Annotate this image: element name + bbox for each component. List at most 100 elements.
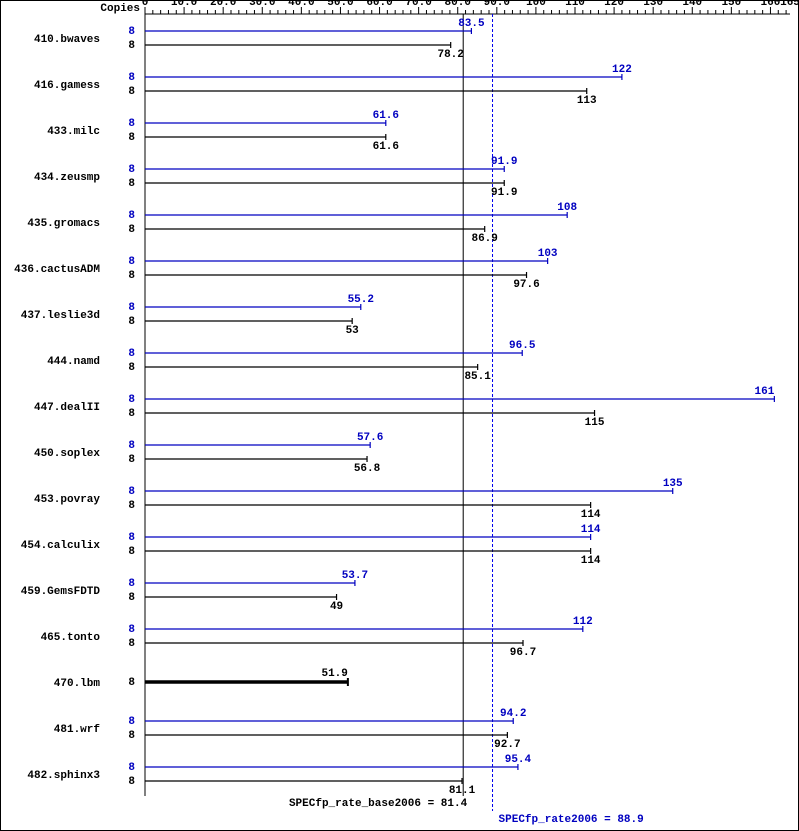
x-tick-label: 110 (565, 0, 585, 9)
value-peak: 55.2 (348, 294, 374, 306)
value-peak: 57.6 (357, 432, 383, 444)
copies-base: 8 (128, 408, 135, 420)
x-tick-label: 40.0 (288, 0, 314, 9)
copies-base: 8 (128, 86, 135, 98)
value-base: 86.9 (471, 233, 497, 245)
value-base: 114 (581, 555, 601, 567)
x-tick-label: 100 (526, 0, 546, 9)
benchmark-label: 459.GemsFDTD (21, 586, 101, 598)
value-base: 78.2 (437, 49, 463, 61)
value-base: 91.9 (491, 187, 517, 199)
copies-base: 8 (128, 776, 135, 788)
value-base: 85.1 (464, 371, 491, 383)
benchmark-label: 435.gromacs (27, 218, 100, 230)
ref-label-base: SPECfp_rate_base2006 = 81.4 (289, 798, 468, 810)
copies-base: 8 (128, 677, 135, 689)
copies-base: 8 (128, 178, 135, 190)
value-peak: 96.5 (509, 340, 536, 352)
value-peak: 91.9 (491, 156, 517, 168)
copies-peak: 8 (128, 394, 135, 406)
value-peak: 94.2 (500, 708, 526, 720)
benchmark-label: 416.gamess (34, 80, 100, 92)
benchmark-label: 470.lbm (54, 678, 101, 690)
x-tick-label: 140 (682, 0, 702, 9)
copies-base: 8 (128, 592, 135, 604)
benchmark-label: 433.milc (47, 126, 100, 138)
spec-rate-chart: 010.020.030.040.050.060.070.080.090.0100… (0, 0, 799, 831)
x-tick-label: 70.0 (405, 0, 431, 9)
value-base: 113 (577, 95, 597, 107)
benchmark-label: 410.bwaves (34, 34, 100, 46)
x-tick-label: 0 (142, 0, 149, 9)
value-base: 81.1 (449, 785, 476, 797)
x-tick-label: 120 (604, 0, 624, 9)
x-tick-label: 60.0 (366, 0, 392, 9)
copies-base: 8 (128, 132, 135, 144)
copies-peak: 8 (128, 210, 135, 222)
x-tick-label: 160 (761, 0, 781, 9)
benchmark-label: 482.sphinx3 (27, 770, 100, 782)
x-tick-label: 30.0 (249, 0, 275, 9)
value-base: 114 (581, 509, 601, 521)
value-peak: 135 (663, 478, 683, 490)
copies-peak: 8 (128, 716, 135, 728)
value-base: 56.8 (354, 463, 381, 475)
value-base: 51.9 (321, 668, 347, 680)
copies-peak: 8 (128, 72, 135, 84)
copies-base: 8 (128, 730, 135, 742)
copies-peak: 8 (128, 256, 135, 268)
value-peak: 112 (573, 616, 593, 628)
benchmark-label: 434.zeusmp (34, 172, 100, 184)
copies-peak: 8 (128, 486, 135, 498)
copies-peak: 8 (128, 578, 135, 590)
x-tick-label: 50.0 (327, 0, 353, 9)
copies-peak: 8 (128, 762, 135, 774)
benchmark-label: 454.calculix (21, 540, 101, 552)
copies-base: 8 (128, 362, 135, 374)
copies-base: 8 (128, 316, 135, 328)
benchmark-label: 437.leslie3d (21, 310, 100, 322)
value-base: 49 (330, 601, 343, 613)
x-tick-label: 165 (780, 0, 799, 9)
value-base: 115 (585, 417, 605, 429)
value-peak: 161 (755, 386, 775, 398)
benchmark-label: 450.soplex (34, 448, 100, 460)
x-tick-label: 10.0 (171, 0, 197, 9)
benchmark-label: 453.povray (34, 494, 100, 506)
x-tick-label: 130 (643, 0, 663, 9)
copies-peak: 8 (128, 532, 135, 544)
copies-peak: 8 (128, 348, 135, 360)
copies-base: 8 (128, 638, 135, 650)
copies-peak: 8 (128, 118, 135, 130)
value-peak: 103 (538, 248, 558, 260)
copies-header: Copies (100, 3, 140, 15)
copies-base: 8 (128, 546, 135, 558)
value-base: 97.6 (513, 279, 539, 291)
value-peak: 122 (612, 64, 632, 76)
benchmark-label: 436.cactusADM (14, 264, 100, 276)
value-base: 61.6 (373, 141, 399, 153)
value-base: 96.7 (510, 647, 536, 659)
value-peak: 95.4 (505, 754, 532, 766)
copies-peak: 8 (128, 302, 135, 314)
benchmark-label: 465.tonto (41, 632, 101, 644)
benchmark-label: 481.wrf (54, 724, 101, 736)
copies-base: 8 (128, 270, 135, 282)
x-tick-label: 20.0 (210, 0, 236, 9)
x-tick-label: 80.0 (445, 0, 471, 9)
copies-peak: 8 (128, 26, 135, 38)
copies-base: 8 (128, 40, 135, 52)
chart-bg (0, 0, 799, 831)
value-peak: 114 (581, 524, 601, 536)
value-base: 53 (346, 325, 360, 337)
copies-peak: 8 (128, 440, 135, 452)
benchmark-label: 447.dealII (34, 402, 100, 414)
value-peak: 108 (557, 202, 577, 214)
copies-peak: 8 (128, 624, 135, 636)
value-peak: 61.6 (373, 110, 399, 122)
value-base: 92.7 (494, 739, 520, 751)
ref-label-peak: SPECfp_rate2006 = 88.9 (499, 814, 644, 826)
copies-base: 8 (128, 224, 135, 236)
value-peak: 53.7 (342, 570, 368, 582)
copies-peak: 8 (128, 164, 135, 176)
